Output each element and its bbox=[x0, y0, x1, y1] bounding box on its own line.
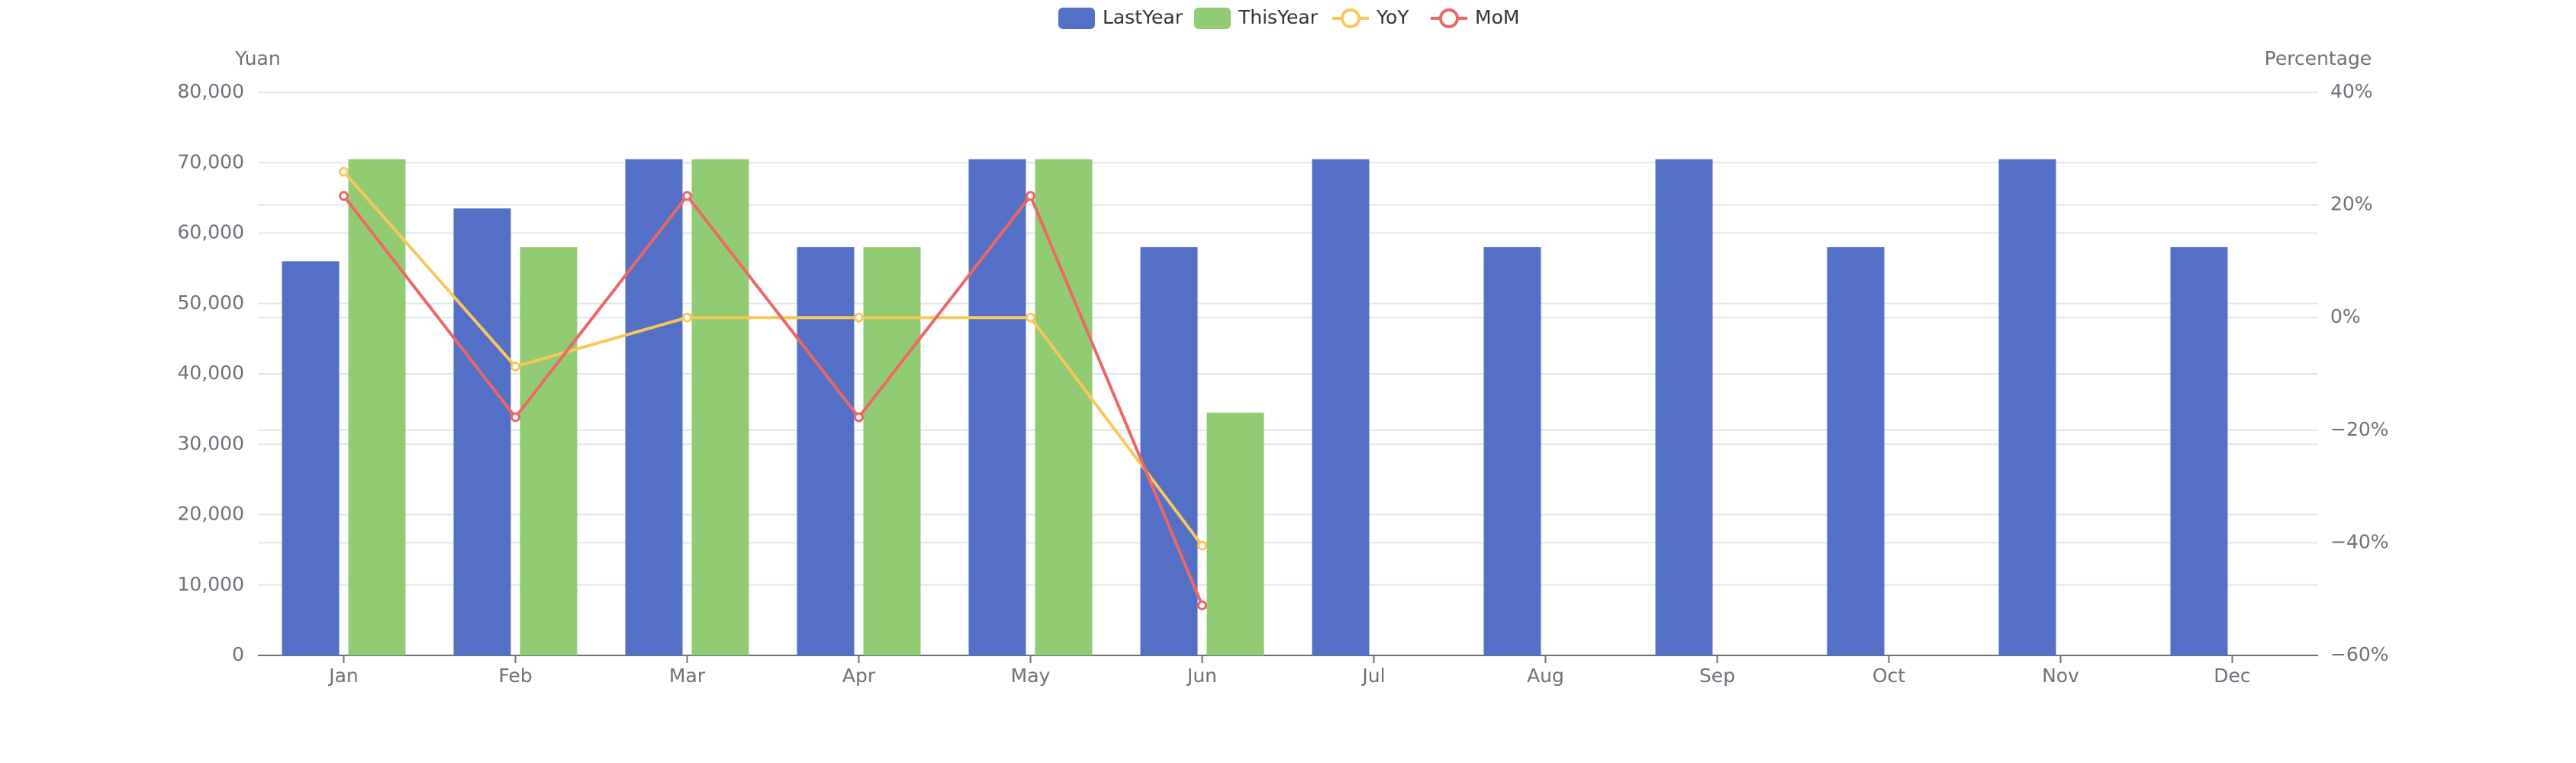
legend-swatch bbox=[1194, 8, 1231, 29]
point bbox=[1026, 191, 1035, 201]
x-tick-label: Mar bbox=[669, 665, 706, 687]
bar bbox=[1035, 159, 1093, 655]
bar bbox=[1655, 159, 1713, 655]
x-tick-label: May bbox=[1011, 665, 1051, 687]
bar bbox=[1312, 159, 1370, 655]
point bbox=[339, 166, 349, 177]
y-tick-label: 10,000 bbox=[178, 573, 244, 595]
y-tick-label: 30,000 bbox=[178, 432, 244, 454]
x-tick-label: Sep bbox=[1699, 665, 1735, 687]
x-tick-label: Jul bbox=[1360, 665, 1385, 687]
x-tick-label: Feb bbox=[498, 665, 532, 687]
bar bbox=[2170, 246, 2228, 655]
point bbox=[510, 361, 520, 372]
y2-tick-label: −20% bbox=[2330, 418, 2389, 440]
bar bbox=[520, 246, 578, 655]
bar bbox=[1206, 412, 1264, 655]
bar bbox=[797, 246, 855, 655]
y-tick-label: 20,000 bbox=[178, 503, 244, 525]
legend-label: MoM bbox=[1475, 6, 1519, 28]
x-tick-label: Oct bbox=[1872, 665, 1905, 687]
bar bbox=[625, 159, 683, 655]
legend-label: YoY bbox=[1376, 6, 1409, 28]
point bbox=[1026, 312, 1035, 323]
y-axis-title: Yuan bbox=[234, 47, 280, 69]
x-tick-label: Jan bbox=[327, 665, 359, 687]
bar bbox=[348, 159, 406, 655]
bar bbox=[1483, 246, 1541, 655]
bar bbox=[453, 208, 511, 655]
legend-swatch bbox=[1058, 8, 1095, 29]
point bbox=[682, 312, 692, 323]
point bbox=[854, 412, 864, 423]
legend-swatch bbox=[1341, 8, 1360, 28]
point bbox=[339, 191, 349, 201]
y-tick-label: 80,000 bbox=[178, 80, 244, 102]
x-tick-label: Dec bbox=[2214, 665, 2250, 687]
point bbox=[1197, 600, 1207, 610]
bar bbox=[1827, 246, 1885, 655]
legend-label: ThisYear bbox=[1238, 6, 1319, 28]
bar bbox=[691, 159, 749, 655]
y2-tick-label: 20% bbox=[2330, 193, 2373, 215]
line bbox=[342, 170, 1204, 547]
x-tick-label: Nov bbox=[2042, 665, 2079, 687]
y2-tick-label: −40% bbox=[2330, 530, 2389, 552]
y-tick-label: 50,000 bbox=[178, 291, 244, 314]
point bbox=[1197, 540, 1207, 551]
x-tick-label: Aug bbox=[1527, 665, 1564, 687]
x-tick-label: Apr bbox=[842, 665, 876, 687]
line bbox=[342, 192, 1204, 607]
bar bbox=[863, 246, 921, 655]
y2-axis-title: Percentage bbox=[2265, 47, 2372, 69]
y-tick-label: 60,000 bbox=[178, 221, 244, 243]
point bbox=[682, 191, 692, 201]
y2-tick-label: 40% bbox=[2330, 80, 2373, 102]
point bbox=[854, 312, 864, 323]
bar bbox=[1140, 246, 1198, 655]
bar bbox=[968, 159, 1026, 655]
bar bbox=[1998, 159, 2056, 655]
y2-tick-label: −60% bbox=[2330, 643, 2389, 665]
y-tick-label: 70,000 bbox=[178, 150, 244, 172]
y2-tick-label: 0% bbox=[2330, 305, 2361, 327]
point bbox=[510, 412, 520, 423]
y-tick-label: 40,000 bbox=[178, 362, 244, 384]
y-tick-label: 0 bbox=[232, 643, 244, 665]
legend-label: LastYear bbox=[1103, 6, 1183, 28]
x-tick-label: Jun bbox=[1186, 665, 1217, 687]
bar bbox=[282, 261, 340, 655]
legend-swatch bbox=[1439, 8, 1459, 28]
